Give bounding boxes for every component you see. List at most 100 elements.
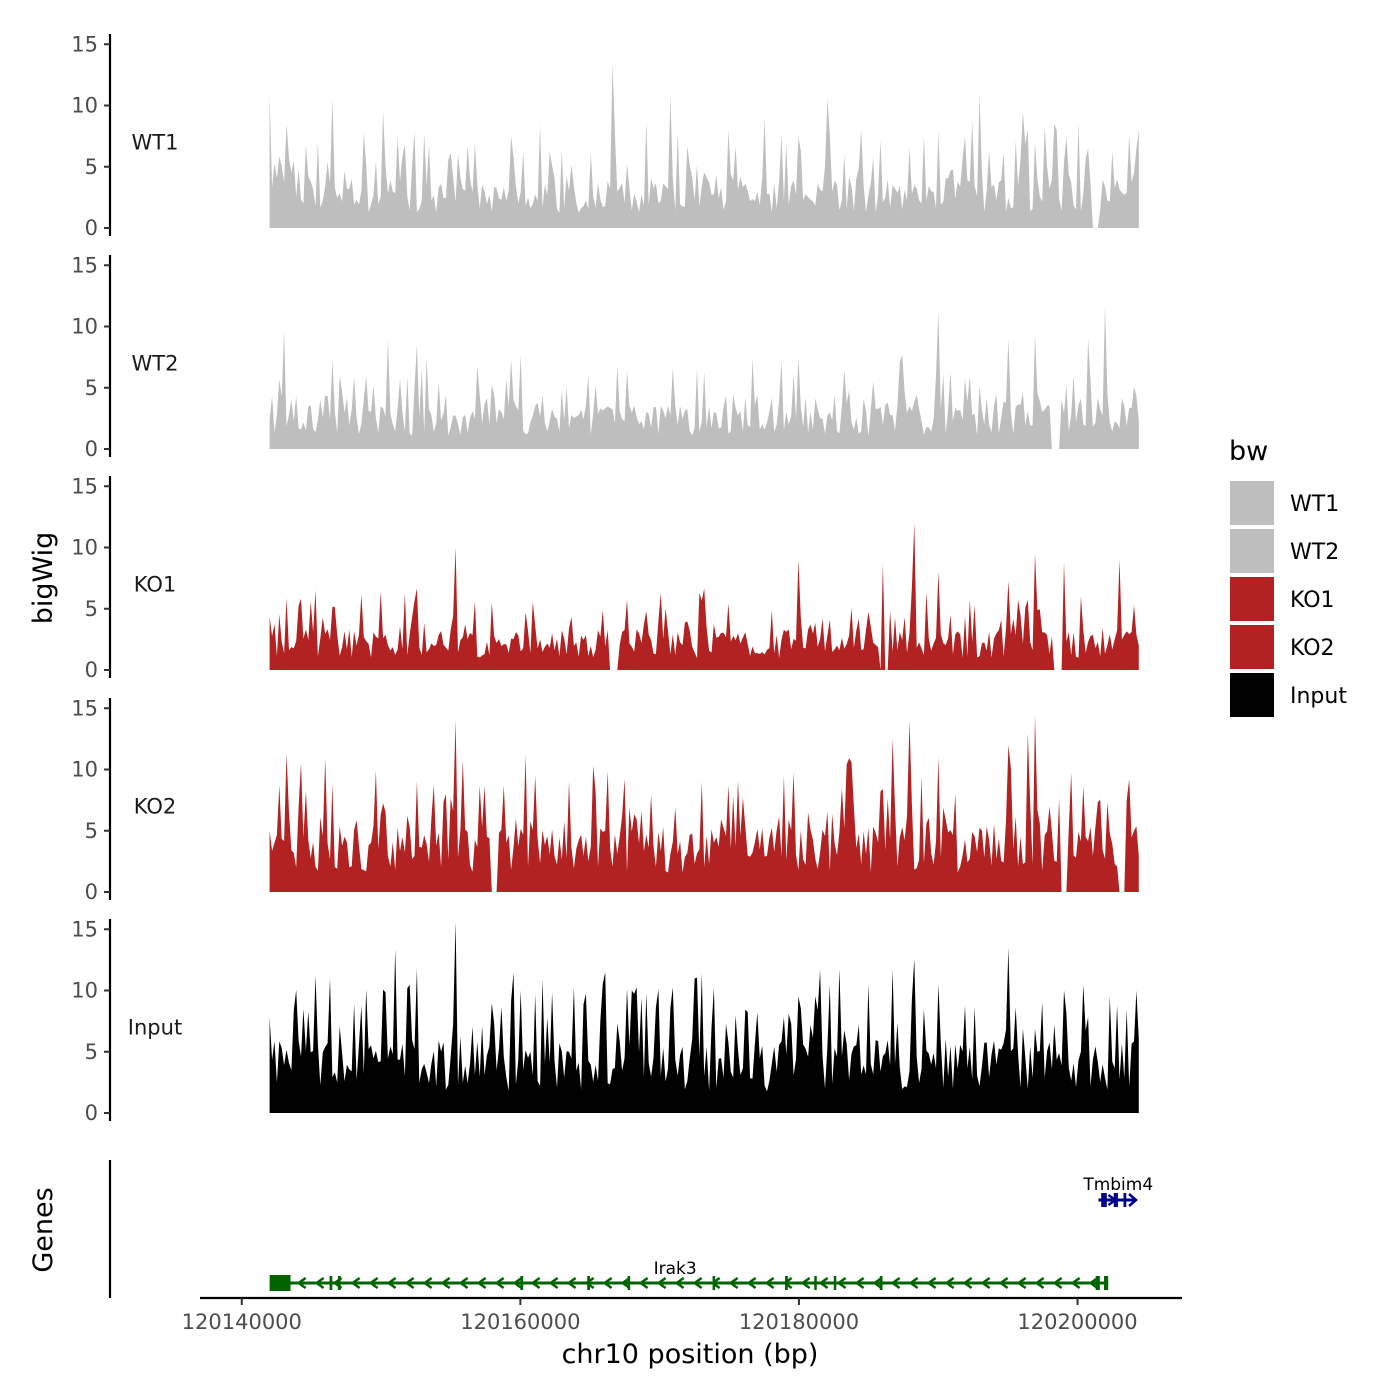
- strand-chevron: [314, 1276, 325, 1290]
- strand-chevron: [494, 1276, 505, 1290]
- legend-entry-ko1: KO1: [1228, 575, 1335, 623]
- track-ko1: 0 5 10 15 KO1: [71, 474, 1139, 682]
- strand-chevron: [890, 1276, 901, 1290]
- strand-chevron: [782, 1276, 793, 1290]
- strand-chevron: [1034, 1276, 1045, 1290]
- track-ko2: 0 5 10 15 KO2: [71, 696, 1139, 904]
- exon: [1095, 1276, 1100, 1290]
- legend-entry-ko2: KO2: [1228, 623, 1335, 671]
- strand-chevron: [1052, 1276, 1063, 1290]
- y-tick-label: 10: [71, 979, 98, 1003]
- strand-chevron: [746, 1276, 757, 1290]
- track-label: KO1: [134, 572, 177, 596]
- strand-chevron: [584, 1276, 595, 1290]
- strand-chevron: [296, 1276, 307, 1290]
- legend-swatch: [1228, 527, 1276, 575]
- strand-chevron: [440, 1276, 451, 1290]
- strand-chevron: [350, 1276, 361, 1290]
- strand-chevron: [368, 1276, 379, 1290]
- strand-chevron: [944, 1276, 955, 1290]
- strand-chevron: [728, 1276, 739, 1290]
- strand-chevron: [872, 1276, 883, 1290]
- y-tick-label: 0: [85, 437, 98, 461]
- track-label: WT1: [132, 130, 179, 154]
- strand-chevron: [620, 1276, 631, 1290]
- legend-swatch: [1228, 479, 1276, 527]
- legend-entry-input: Input: [1228, 671, 1347, 719]
- track-label: WT2: [132, 351, 179, 375]
- y-tick-label: 0: [85, 1101, 98, 1125]
- strand-chevron: [764, 1276, 775, 1290]
- legend-title: bw: [1229, 436, 1268, 467]
- strand-chevron: [1016, 1276, 1027, 1290]
- strand-chevron: [530, 1276, 541, 1290]
- strand-chevron: [692, 1276, 703, 1290]
- exon: [712, 1276, 716, 1290]
- exon: [1101, 1193, 1107, 1207]
- y-tick-label: 5: [85, 819, 98, 843]
- strand-chevron: [566, 1276, 577, 1290]
- legend-label: Input: [1290, 684, 1347, 709]
- y-tick-label: 0: [85, 216, 98, 240]
- y-tick-label: 5: [85, 597, 98, 621]
- strand-chevron: [458, 1276, 469, 1290]
- signal-area-ko2: [269, 715, 1139, 892]
- strand-chevron: [548, 1276, 559, 1290]
- x-tick-label: 120200000: [1017, 1310, 1137, 1334]
- strand-chevron: [1088, 1276, 1099, 1290]
- legend-label: WT2: [1290, 540, 1339, 565]
- signal-area-ko1: [269, 523, 1139, 670]
- y-axis-title: bigWig: [28, 532, 59, 625]
- y-tick-label: 5: [85, 376, 98, 400]
- exon: [587, 1276, 591, 1290]
- strand-chevron: [980, 1276, 991, 1290]
- legend-swatch: [1228, 623, 1276, 671]
- strand-chevron: [656, 1276, 667, 1290]
- strand-chevron: [836, 1276, 847, 1290]
- strand-chevron: [908, 1276, 919, 1290]
- exon: [879, 1276, 883, 1290]
- strand-chevron: [512, 1276, 523, 1290]
- y-tick-label: 15: [71, 474, 98, 498]
- legend-swatch: [1228, 575, 1276, 623]
- exon: [1123, 1193, 1127, 1207]
- strand-chevron: [638, 1276, 649, 1290]
- strand-chevron: [422, 1276, 433, 1290]
- y-tick-label: 10: [71, 536, 98, 560]
- y-tick-label: 15: [71, 917, 98, 941]
- genes-panel: Irak3 Tmbim4: [108, 1160, 1153, 1298]
- strand-chevron: [404, 1276, 415, 1290]
- strand-chevron: [386, 1276, 397, 1290]
- strand-chevron: [818, 1276, 829, 1290]
- gene-irak3: Irak3: [269, 1259, 1109, 1291]
- y-tick-label: 5: [85, 155, 98, 179]
- exon: [520, 1276, 524, 1290]
- exon: [1103, 1276, 1109, 1290]
- exon: [329, 1276, 333, 1290]
- track-wt1: 0 5 10 15 WT1: [71, 32, 1139, 240]
- gene-label: Tmbim4: [1082, 1175, 1153, 1195]
- signal-area-wt2: [269, 305, 1139, 449]
- exon: [337, 1276, 341, 1290]
- signal-panels: 0 5 10 15 WT1 0 5 10 15 WT2 0 5 10 15 KO1 0 5 10 15 KO2 0 5 10…: [71, 32, 1139, 1125]
- strand-chevron: [800, 1276, 811, 1290]
- signal-area-input: [269, 921, 1139, 1113]
- strand-chevron: [674, 1276, 685, 1290]
- y-tick-label: 15: [71, 32, 98, 56]
- x-tick-label: 120180000: [739, 1310, 859, 1334]
- legend-entry-wt1: WT1: [1228, 479, 1339, 527]
- track-input: 0 5 10 15 Input: [71, 917, 1139, 1125]
- y-tick-label: 15: [71, 696, 98, 720]
- strand-chevron: [926, 1276, 937, 1290]
- y-tick-label: 15: [71, 253, 98, 277]
- y-tick-label: 5: [85, 1040, 98, 1064]
- x-axis: 120140000 120160000 120180000 120200000: [182, 1296, 1182, 1334]
- exon: [785, 1276, 788, 1290]
- track-label: Input: [128, 1015, 182, 1039]
- strand-chevron: [476, 1276, 487, 1290]
- strand-chevron: [998, 1276, 1009, 1290]
- y-tick-label: 0: [85, 658, 98, 682]
- strand-chevron: [1070, 1276, 1081, 1290]
- exon: [833, 1276, 837, 1290]
